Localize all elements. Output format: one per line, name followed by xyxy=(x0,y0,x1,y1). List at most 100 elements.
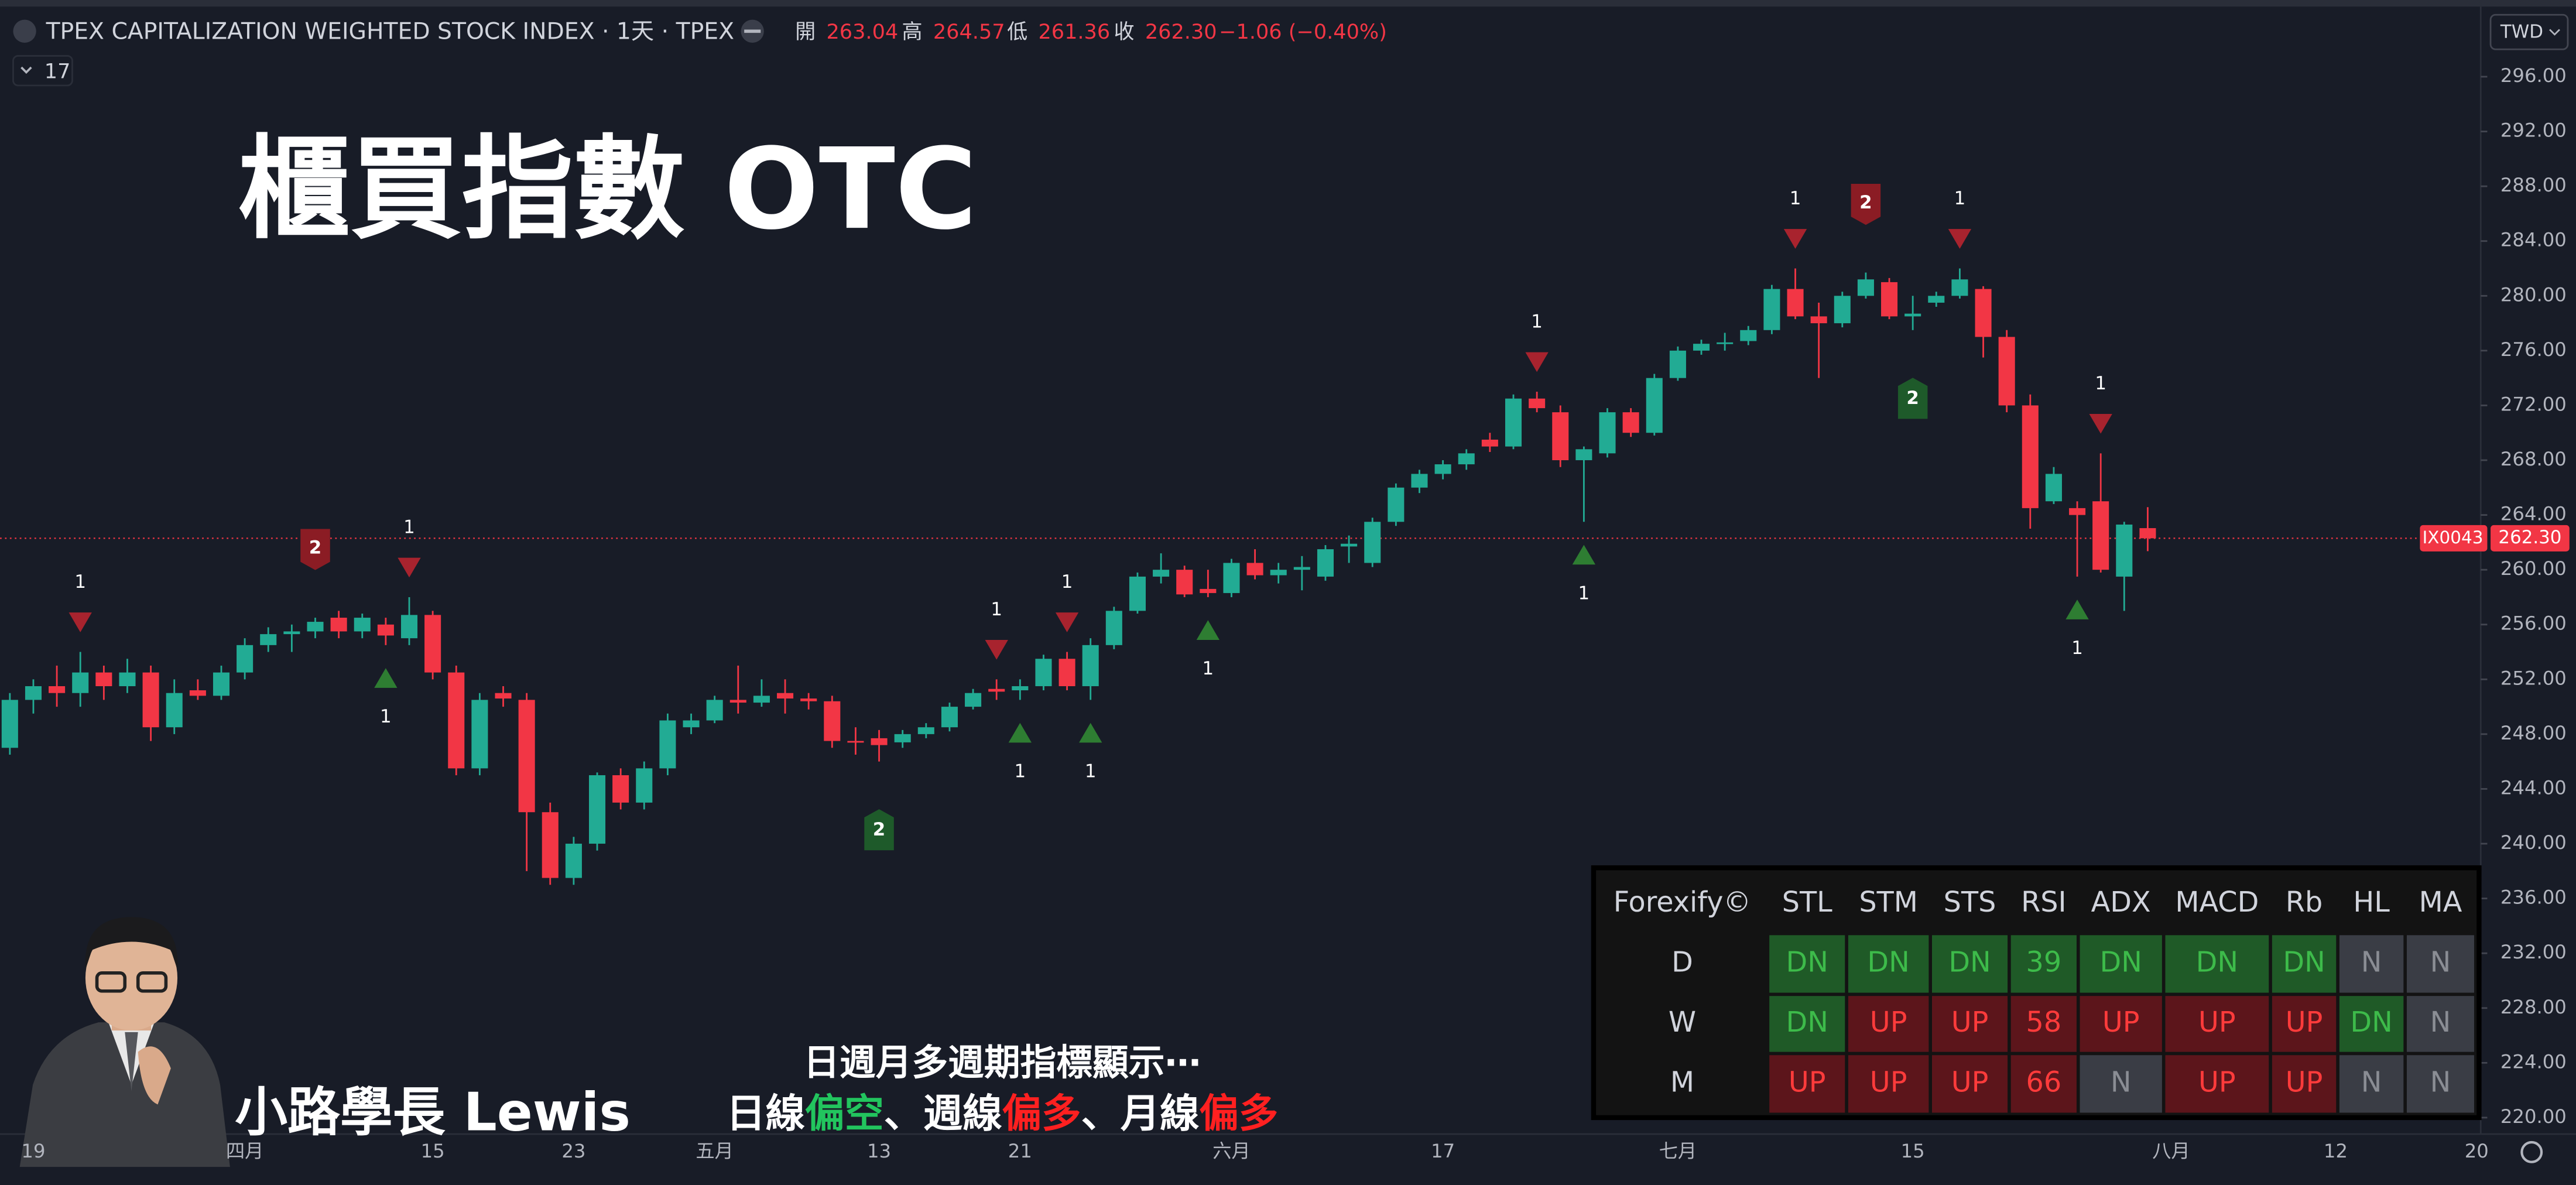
candle-body xyxy=(72,672,89,693)
indicator-count: 17 xyxy=(44,60,71,84)
signal-marker xyxy=(398,557,421,578)
candle-body xyxy=(1059,659,1075,687)
signal-marker xyxy=(1572,544,1596,565)
x-tick-label: 20 xyxy=(2465,1140,2489,1162)
high-value: 264.57 xyxy=(933,20,1005,44)
open-value: 263.04 xyxy=(826,20,898,44)
caption-segment: 日線 xyxy=(726,1090,805,1136)
table-cell xyxy=(1932,1055,2008,1113)
candle-body xyxy=(1270,570,1287,576)
candle-body xyxy=(565,844,582,878)
table-header: MACD xyxy=(2175,886,2259,919)
table-cell-text: N xyxy=(2430,946,2451,978)
candle-body xyxy=(1787,289,1804,317)
table-cell xyxy=(2080,1055,2162,1113)
table-header: STL xyxy=(1782,886,1832,919)
candle-body xyxy=(1388,487,1405,522)
candle-body xyxy=(542,812,559,878)
candle-body xyxy=(659,720,676,769)
candle-body xyxy=(1317,549,1334,577)
candle-body xyxy=(1904,313,1921,317)
candle-body xyxy=(1646,378,1663,433)
signal-marker xyxy=(2089,413,2112,434)
candle-body xyxy=(1599,412,1616,454)
candle-body xyxy=(1129,576,1146,611)
signal-box xyxy=(300,529,330,570)
candle-body xyxy=(777,693,794,699)
y-tick-label: 220.00 xyxy=(2500,1105,2567,1128)
signal-label: 1 xyxy=(1015,761,1026,782)
table-header: STM xyxy=(1859,886,1918,919)
table-cell-text: DN xyxy=(1948,946,1991,978)
signal-label: 2 xyxy=(873,819,885,840)
candle-body xyxy=(1529,398,1546,409)
table-cell xyxy=(1932,996,2008,1052)
y-tick-label: 292.00 xyxy=(2500,119,2567,142)
table-cell xyxy=(2165,1055,2269,1113)
high-label: 高 xyxy=(902,20,923,44)
candle-body xyxy=(1176,570,1193,595)
x-tick-label: 六月 xyxy=(1212,1140,1251,1162)
y-tick-label: 248.00 xyxy=(2500,722,2567,744)
x-tick-label: 23 xyxy=(561,1140,585,1162)
candle-body xyxy=(965,693,982,707)
candle-body xyxy=(1810,316,1827,324)
candle-body xyxy=(1035,659,1052,687)
caption-segment: 偏多 xyxy=(1002,1090,1081,1136)
settings-icon[interactable] xyxy=(2520,1141,2543,1163)
y-tick-label: 260.00 xyxy=(2500,557,2567,580)
candle-body xyxy=(1669,350,1686,378)
table-cell-text: N xyxy=(2430,1006,2451,1039)
candle-body xyxy=(1458,453,1475,465)
currency-button[interactable] xyxy=(2489,13,2569,50)
indicators-toggle[interactable] xyxy=(12,55,73,87)
table-cell-text: DN xyxy=(2196,946,2238,978)
candle-body xyxy=(330,618,347,632)
table-cell-text: N xyxy=(2361,1066,2382,1098)
candle-body xyxy=(800,698,817,701)
candle-body xyxy=(495,693,512,699)
candle-body xyxy=(1975,289,1992,337)
caption-segment: 偏空 xyxy=(805,1090,884,1136)
candle-body xyxy=(2116,524,2133,577)
table-cell-text: UP xyxy=(2198,1066,2236,1098)
x-tick-label: 17 xyxy=(1431,1140,1455,1162)
table-cell-text: DN xyxy=(1786,946,1828,978)
signal-label: 2 xyxy=(309,537,321,559)
candle-body xyxy=(400,615,418,639)
candle-body xyxy=(2069,508,2086,515)
x-tick-label: 13 xyxy=(867,1140,891,1162)
y-tick-label: 252.00 xyxy=(2500,667,2567,689)
table-cell-text: N xyxy=(2361,946,2382,978)
y-tick-label: 240.00 xyxy=(2500,831,2567,854)
table-cell-text: 66 xyxy=(2026,1066,2061,1098)
row-label: W xyxy=(1669,1006,1696,1039)
table-cell xyxy=(2339,996,2404,1052)
author-name: 小路學長 Lewis xyxy=(235,1082,631,1143)
caption-line1: 日週月多週期指標顯示⋯ xyxy=(803,1042,1201,1084)
signal-label: 1 xyxy=(1061,571,1073,592)
candle-body xyxy=(518,700,535,813)
table-cell xyxy=(1932,935,2008,993)
candle-body xyxy=(471,700,488,769)
candle-body xyxy=(988,689,1005,692)
price-tag-bg xyxy=(2491,525,2570,552)
table-cell-text: UP xyxy=(1951,1006,1989,1039)
candle-body xyxy=(683,720,700,728)
y-tick-label: 280.00 xyxy=(2500,283,2567,306)
top-border xyxy=(0,0,2576,7)
table-cell xyxy=(1848,996,1929,1052)
signal-marker xyxy=(68,612,92,632)
caption-line2: 日線偏空、週線偏多、月線偏多 xyxy=(726,1090,1278,1136)
table-cell xyxy=(2339,1055,2404,1113)
low-label: 低 xyxy=(1007,20,1027,44)
currency: TWD xyxy=(2500,22,2543,43)
candle-body xyxy=(1364,522,1381,563)
table-cell-text: UP xyxy=(1951,1066,1989,1098)
signal-marker xyxy=(1948,229,1972,249)
signal-label: 1 xyxy=(74,571,86,592)
table-cell xyxy=(2165,996,2269,1052)
candle-body xyxy=(49,686,66,693)
symbol-title: TPEX CAPITALIZATION WEIGHTED STOCK INDEX… xyxy=(46,19,734,45)
